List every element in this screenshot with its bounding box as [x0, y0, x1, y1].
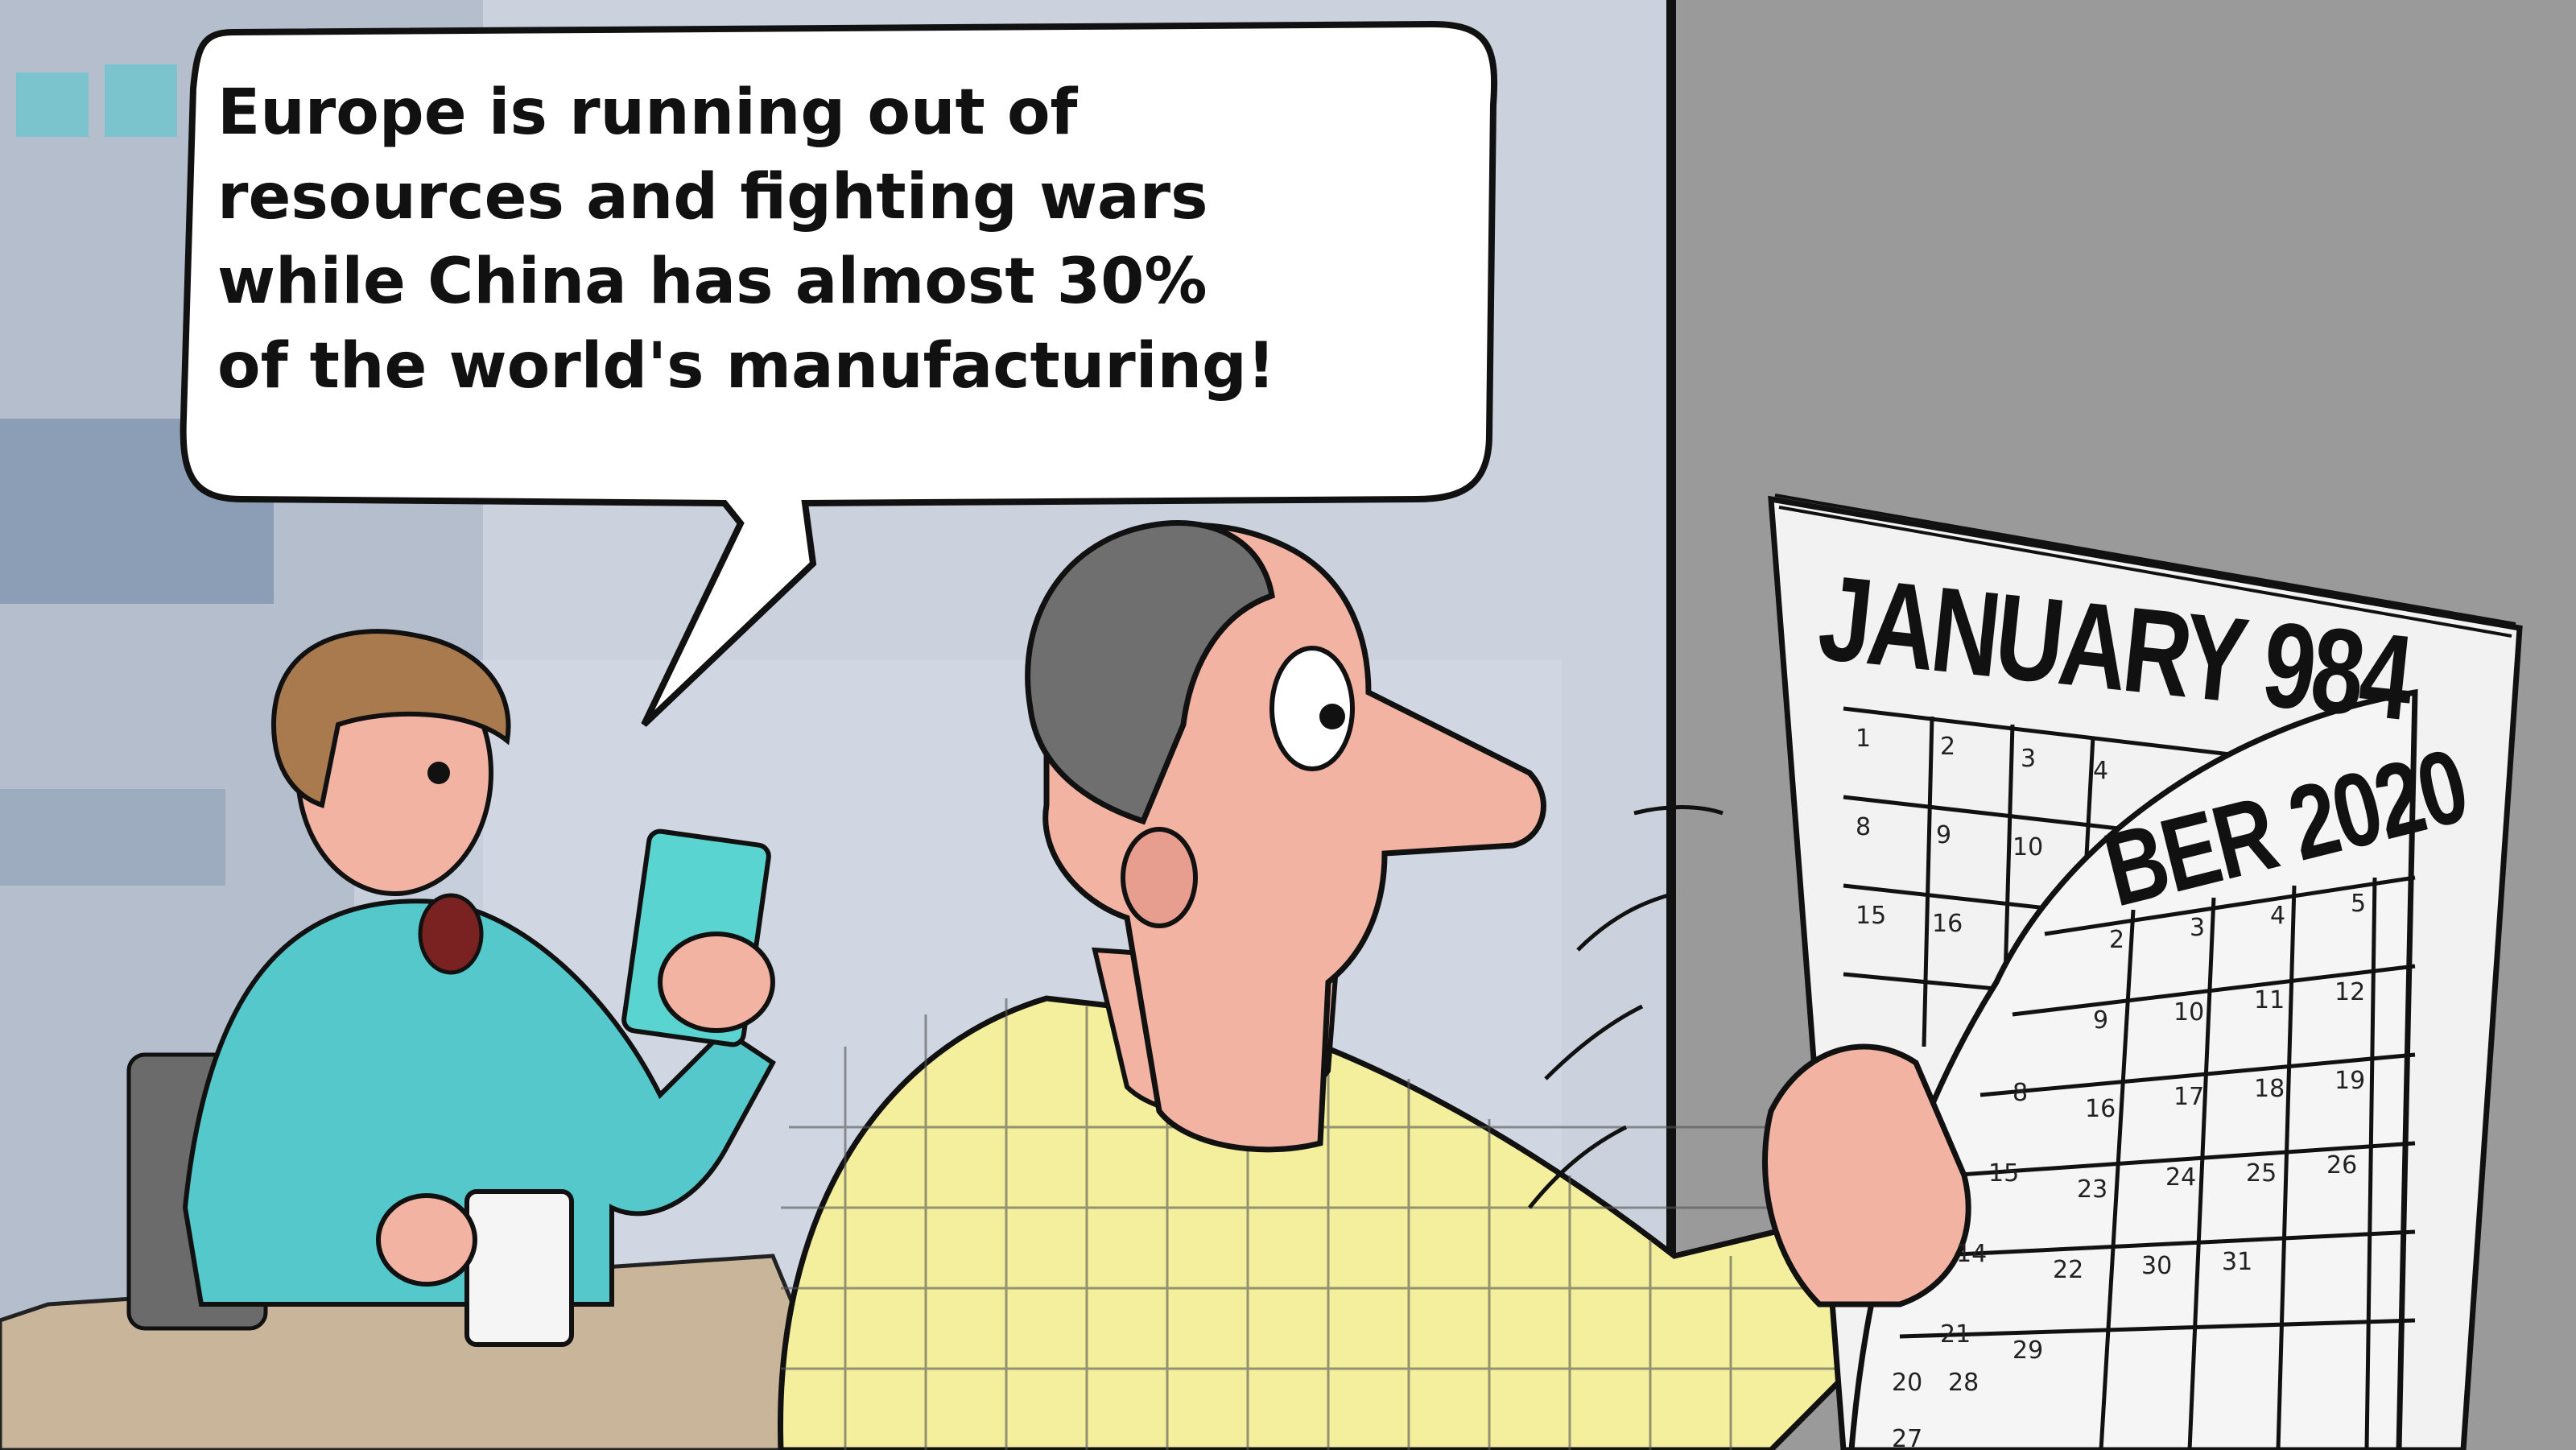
wall-corner-line: [1666, 0, 1676, 1450]
woman-eye: [427, 762, 450, 784]
calendar-day-number: 23: [2077, 1175, 2108, 1204]
calendar-day-number: 19: [2334, 1067, 2366, 1095]
calendar-day-number: 16: [2085, 1095, 2116, 1123]
woman-hand: [658, 932, 775, 1033]
calendar-day-number: 3: [2190, 914, 2206, 942]
calendar-day-number: 16: [1932, 910, 1963, 938]
calendar-day-number: 18: [2254, 1075, 2285, 1103]
calendar-day-number: 10: [2174, 998, 2205, 1027]
motion-lines: [1528, 805, 1724, 1209]
calendar-day-number: 4: [2093, 757, 2109, 785]
calendar-day-number: 15: [1856, 902, 1887, 930]
calendar-day-number: 20: [1892, 1369, 1923, 1397]
man-eye: [1269, 646, 1355, 771]
top-page-grid: [1843, 706, 2319, 1047]
speech-bubble-text: Europe is running out of resources and f…: [217, 71, 1473, 409]
woman-hair: [270, 629, 511, 808]
speech-line: resources and fighting wars: [217, 161, 1208, 233]
calendar-day-number: 8: [2013, 1079, 2029, 1107]
calendar-day-number: 15: [1988, 1159, 2020, 1188]
calendar-day-number: 10: [2013, 833, 2044, 861]
calendar-day-number: 8: [1856, 813, 1872, 841]
calendar-day-number: 1: [1856, 725, 1872, 753]
speech-bubble: [180, 20, 1498, 727]
toaster: [0, 789, 225, 886]
calendar-spiral: [1774, 494, 2516, 638]
calendar-day-number: 24: [2165, 1163, 2197, 1192]
calendar-day-number: 14: [1956, 1240, 1988, 1268]
shirt-plaid-pattern: [781, 998, 1852, 1450]
woman-shirt: [182, 899, 776, 1307]
calendar-day-number: 22: [2053, 1256, 2084, 1284]
calendar-day-number: 9: [1936, 821, 1952, 849]
under-page-grid: [1899, 875, 2416, 1450]
calendar-day-number: 3: [2021, 745, 2037, 773]
calendar-day-number: 12: [2334, 978, 2366, 1006]
calendar-day-number: 26: [2326, 1151, 2358, 1179]
calendar-day-number: 29: [2013, 1336, 2044, 1365]
man-hair: [1025, 520, 1275, 825]
calendar-day-number: 2: [1940, 733, 1956, 761]
man-ear: [1121, 827, 1198, 928]
calendar-day-number: 28: [1948, 1369, 1979, 1397]
calendar-day-number: 2: [2109, 926, 2125, 954]
speech-line: while China has almost 30%: [217, 246, 1208, 318]
calendar-day-number: 9: [2093, 1006, 2109, 1035]
coffee-mug: [464, 1189, 574, 1347]
calendar-day-number: 17: [2174, 1083, 2205, 1111]
shelf-jar: [16, 72, 89, 137]
woman-open-mouth: [418, 893, 484, 975]
speech-line: Europe is running out of: [217, 76, 1078, 149]
calendar-day-number: 30: [2141, 1252, 2173, 1280]
calendar-day-number: 27: [1892, 1425, 1923, 1450]
man-hand: [1762, 1043, 1971, 1307]
calendar-day-number: 21: [1940, 1320, 1971, 1349]
calendar-day-number: 11: [2254, 986, 2285, 1014]
calendar-day-number: 25: [2246, 1159, 2277, 1188]
shelf-jar: [105, 64, 177, 137]
woman-hand-on-mug: [376, 1193, 477, 1287]
man-pupil: [1319, 704, 1345, 729]
calendar-day-number: 5: [2351, 890, 2367, 918]
calendar-day-number: 31: [2222, 1248, 2253, 1276]
speech-line: of the world's manufacturing!: [217, 330, 1276, 403]
calendar-day-number: 4: [2270, 902, 2286, 930]
